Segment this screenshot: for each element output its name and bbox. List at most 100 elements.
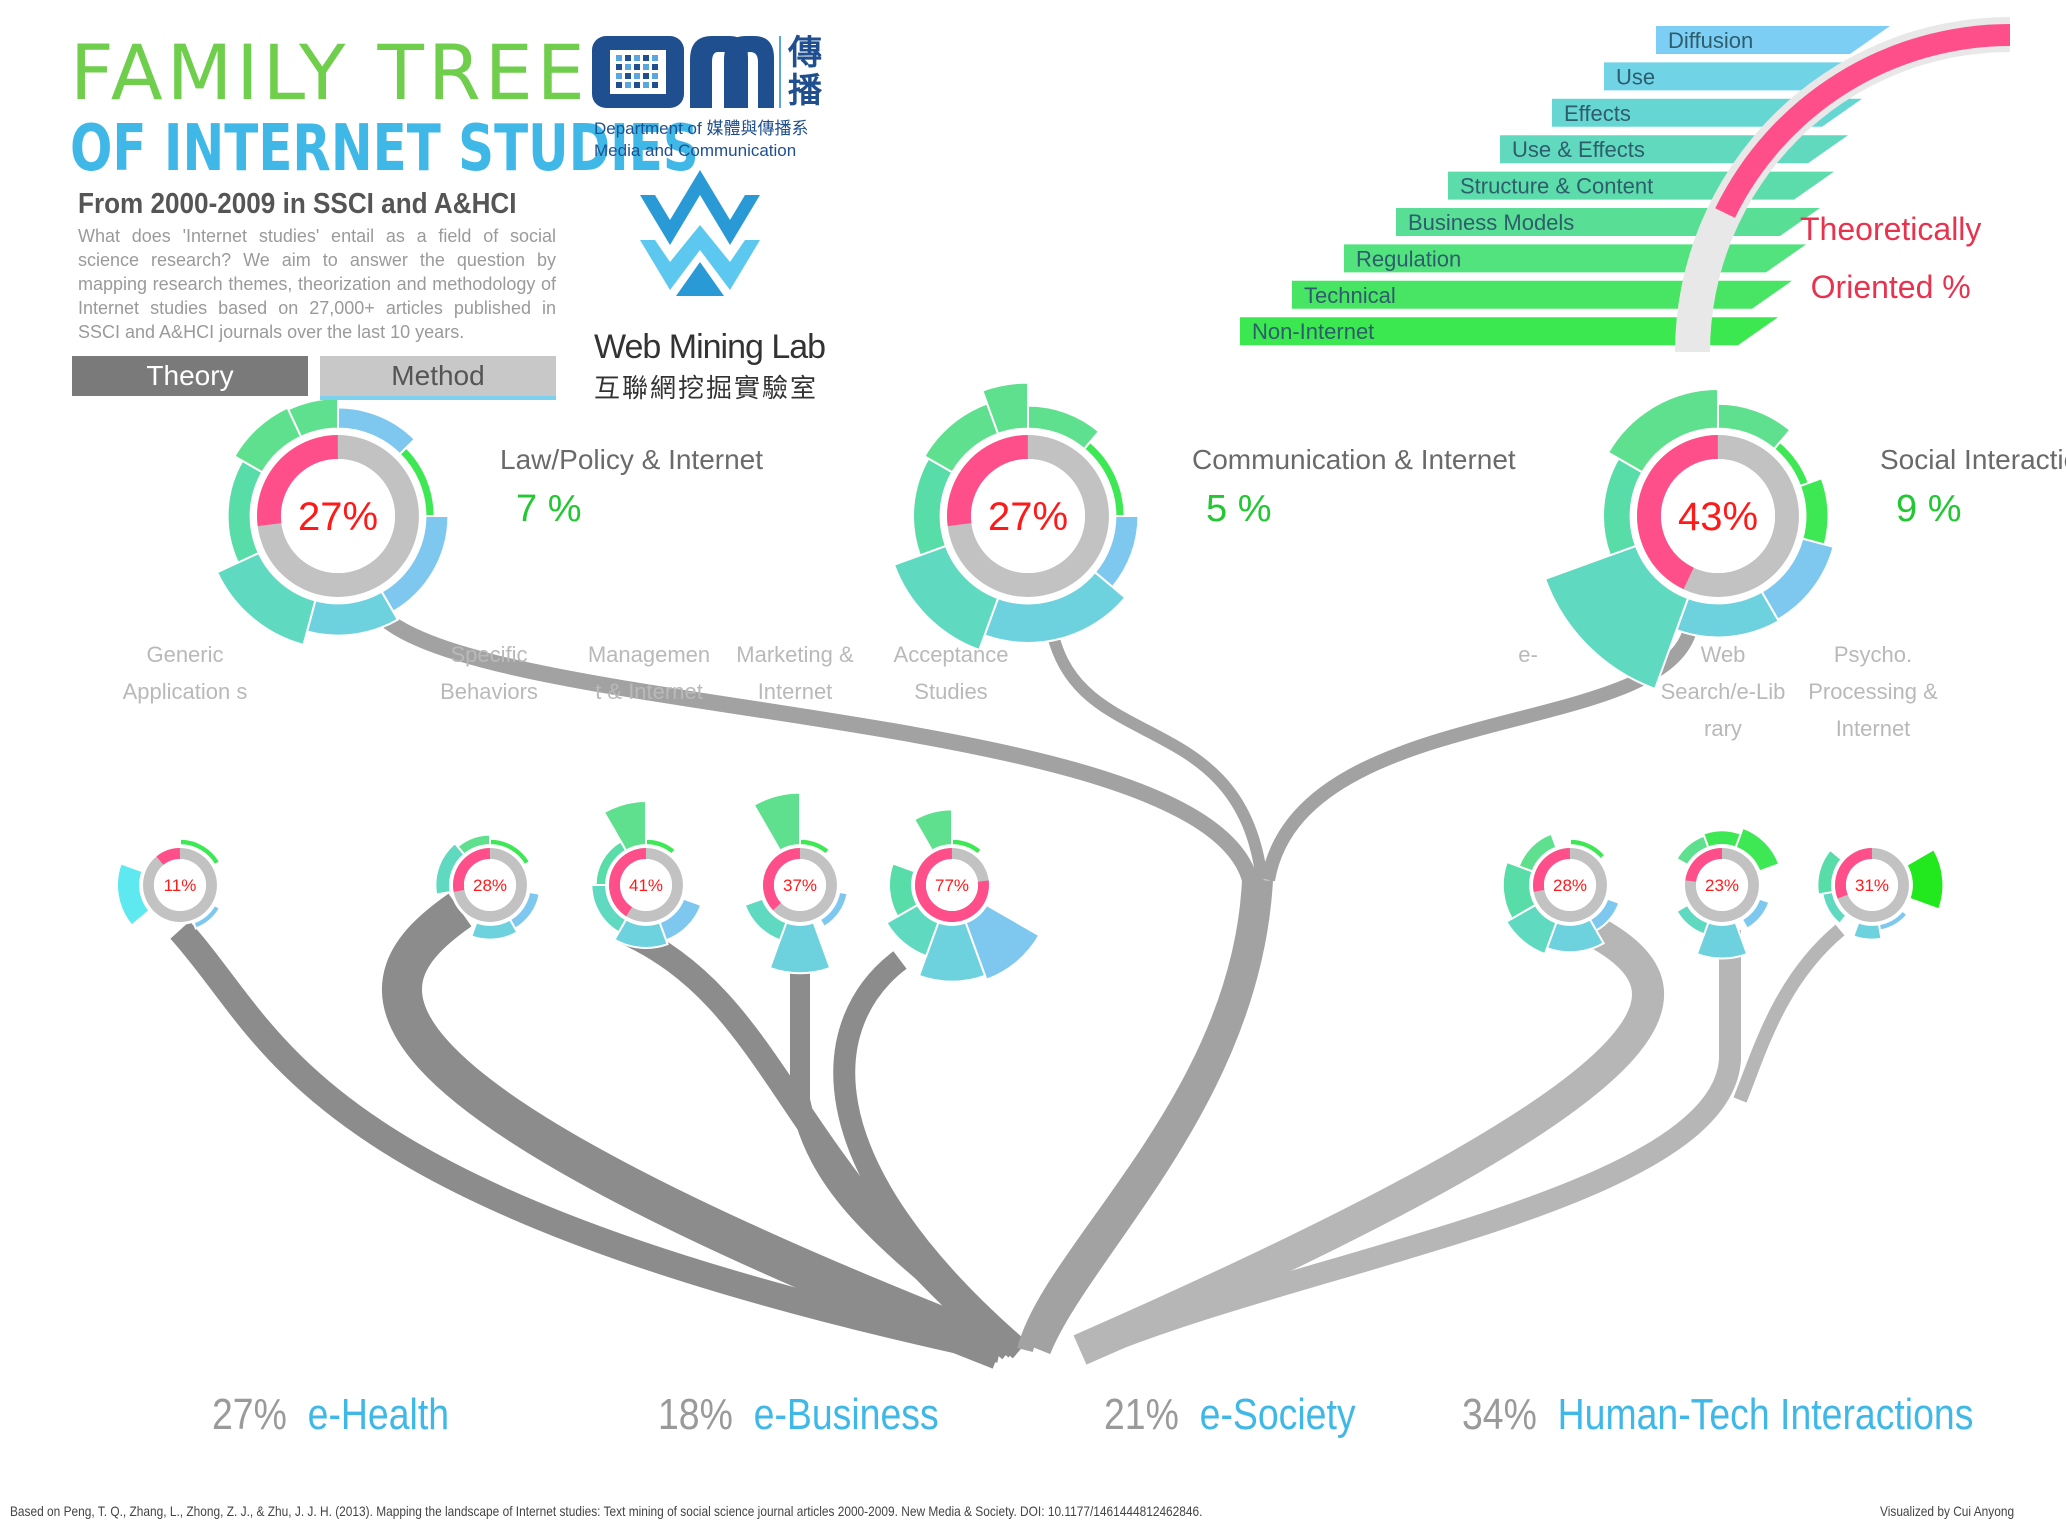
title-line-2: OF INTERNET STUDIES (70, 112, 699, 186)
legend-bar (1604, 62, 1876, 91)
category-human-tech: 34% Human-Tech Interactions (1462, 1390, 1973, 1440)
theory-label-line-2: Oriented % (1810, 269, 1971, 305)
branch-8 (1073, 905, 1664, 1365)
tab-method[interactable]: Method (320, 356, 556, 400)
legend-bar-label: Use & Effects (1512, 137, 1645, 162)
branch-1 (382, 893, 1008, 1369)
cm-logo-pixel (643, 55, 649, 61)
cm-logo-pixel (616, 55, 622, 61)
node-theory-pct: 27% (298, 495, 378, 539)
group-node-social-interaction: 43% (1543, 388, 1835, 691)
node-theory-arc (763, 848, 800, 911)
footer-citation: Based on Peng, T. Q., Zhang, L., Zhong, … (10, 1503, 1203, 1519)
node-gray-ring (143, 848, 217, 922)
petal (1702, 829, 1742, 849)
branch-9 (1085, 930, 1741, 1361)
leaf-label-psycho-processing: Psycho. Processing & Internet (1808, 642, 1938, 741)
cm-logo-pixel (616, 64, 622, 70)
web-mining-lab-logo (640, 170, 760, 296)
category-name: e-Health (307, 1390, 450, 1439)
node-theory-pct: 27% (988, 495, 1068, 539)
leaf-node-2: 41% (590, 799, 703, 949)
node-center (1660, 458, 1776, 574)
cm-logo-pixel (625, 55, 631, 61)
cm-logo-pixel (643, 82, 649, 88)
cm-logo-pixel (634, 64, 640, 70)
node-center (463, 858, 517, 912)
footer-credit: Visualized by Cui Anyong (1880, 1503, 2015, 1519)
cm-logo-m2 (724, 36, 774, 108)
node-theory-pct: 28% (473, 876, 507, 895)
title-line-1: FAMILY TREE (70, 28, 589, 117)
branch-6 (1044, 619, 1268, 881)
cm-logo-pixel (616, 73, 622, 79)
web-mining-lab-title: Web Mining Lab (594, 328, 826, 366)
group-label-communication: Communication & Internet (1192, 444, 1516, 475)
legend-bar (1656, 26, 1890, 54)
node-theory-arc (156, 848, 180, 865)
category-pct: 21% (1104, 1390, 1179, 1439)
tree-branches (170, 596, 1845, 1369)
cm-logo-pixel (643, 64, 649, 70)
category-e-society: 21% e-Society (1104, 1390, 1356, 1440)
group-pct-law-policy: 7 % (516, 488, 582, 530)
node-center (153, 858, 207, 912)
theory-label-line-1: Theoretically (1800, 211, 1982, 247)
branch-10 (1733, 924, 1845, 1103)
cm-logo-pixel (634, 82, 640, 88)
node-theory-arc (1685, 848, 1722, 882)
leaf-node-1: 28% (434, 833, 541, 941)
branch-4 (833, 951, 1028, 1359)
legend-bar-label: Effects (1564, 101, 1631, 126)
cm-logo-pixel (625, 64, 631, 70)
legend-bar-label: Business Models (1408, 210, 1574, 235)
group-pct-communication: 5 % (1206, 488, 1272, 530)
node-theory-pct: 23% (1705, 876, 1739, 895)
node-center (280, 458, 396, 574)
petal (912, 808, 953, 852)
petal (1852, 921, 1883, 941)
branch-11 (1029, 879, 1273, 1355)
legend-bar (1292, 280, 1792, 309)
petal (434, 841, 466, 896)
department-line-1: Department of 媒體與傳播系 (594, 119, 809, 138)
cm-logo-pixel (652, 82, 658, 88)
petal (1905, 847, 1945, 911)
petal (752, 791, 801, 852)
node-center (970, 458, 1086, 574)
node-theory-arc (453, 848, 490, 892)
leaf-node-3: 37% (743, 791, 849, 975)
category-e-health: 27% e-Health (212, 1390, 449, 1440)
theory-legend-label: Theoretically Oriented % (1800, 200, 1981, 316)
branch-5 (362, 596, 1259, 1353)
leaf-label-web-search: Web Search/e-Lib rary (1660, 642, 1786, 741)
legend-bar-label: Regulation (1356, 246, 1461, 271)
department-name: Department of 媒體與傳播系 Media and Communica… (594, 118, 808, 162)
leaf-label-e-society-leaf: e- (1518, 642, 1538, 667)
wml-logo-bottom (640, 225, 760, 290)
group-pct-social-interaction: 9 % (1896, 488, 1962, 530)
group-node-communication: 27% (892, 381, 1140, 652)
node-center (925, 858, 979, 912)
petal (602, 799, 647, 852)
leaf-node-6: 23% (1675, 826, 1781, 960)
cm-logo-pixel (652, 73, 658, 79)
leaf-label-acceptance-studies: Acceptance Studies (893, 642, 1009, 704)
node-theory-pct: 43% (1678, 495, 1758, 539)
node-theory-pct: 31% (1855, 876, 1889, 895)
cm-logo-pixel (634, 73, 640, 79)
node-theory-pct: 37% (783, 876, 817, 895)
legend-theory-arc (1715, 24, 2010, 218)
web-mining-lab-chinese: 互聯網挖掘實驗室 (594, 373, 819, 403)
category-pct: 27% (212, 1390, 287, 1439)
category-name: Human-Tech Interactions (1557, 1390, 1974, 1439)
tab-theory[interactable]: Theory (72, 356, 308, 396)
group-label-social-interaction: Social Interactio (1880, 444, 2066, 475)
cm-logo-pixel (634, 55, 640, 61)
intro-text: What does 'Internet studies' entail as a… (78, 226, 556, 342)
cm-logo-pixel (652, 55, 658, 61)
leaf-node-0: 11% (116, 837, 222, 930)
cm-logo-pixel (625, 82, 631, 88)
node-theory-pct: 28% (1553, 876, 1587, 895)
